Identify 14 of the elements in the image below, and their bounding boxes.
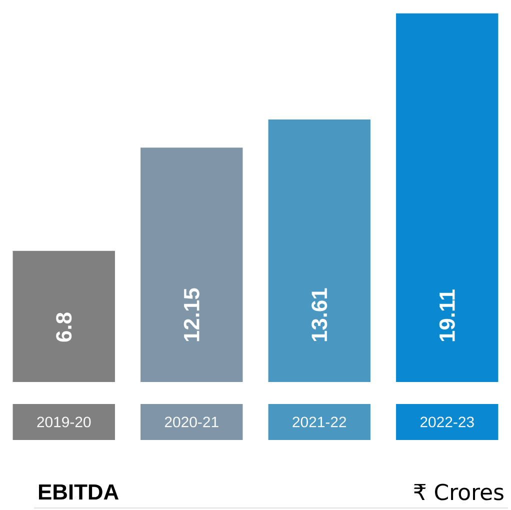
bar <box>140 148 243 382</box>
x-tick-label: 2019-20 <box>37 416 91 428</box>
x-tick-label: 2020-21 <box>164 416 218 428</box>
x-tick-label: 2022-23 <box>420 416 474 428</box>
bar <box>396 13 498 382</box>
text: EBITDA <box>38 484 119 500</box>
bar <box>12 250 115 382</box>
data-label: 19.11 <box>439 289 455 342</box>
data-label: 13.61 <box>312 288 328 342</box>
data-label: 6.8 <box>56 312 72 342</box>
text: ₹ Crores <box>414 484 504 500</box>
x-tick-label: 2021-22 <box>292 416 346 428</box>
data-label: 12.15 <box>184 288 200 342</box>
bar <box>268 119 370 382</box>
